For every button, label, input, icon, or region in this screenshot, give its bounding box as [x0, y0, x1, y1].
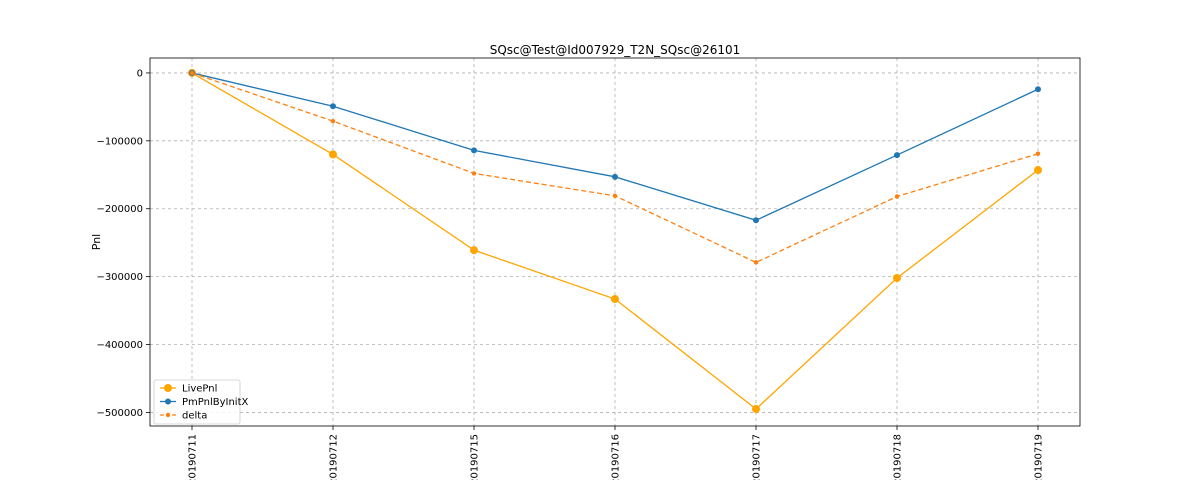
data-point — [189, 70, 195, 76]
y-tick-label: −200000 — [96, 204, 143, 215]
grid-lines — [150, 58, 1080, 426]
data-point — [753, 260, 759, 265]
y-tick-label: −400000 — [96, 340, 143, 351]
x-tick-label: 20190718 — [893, 434, 904, 480]
data-point — [893, 273, 901, 282]
series-pmpnlbyinitx — [189, 69, 1041, 224]
data-point — [611, 295, 619, 304]
legend: LivePnl PmPnlByInitX delta — [153, 379, 249, 425]
y-axis: 0 −100000 −200000 −300000 −400000 −500000 — [96, 68, 150, 419]
x-tick-label: 20190711 — [188, 434, 199, 480]
data-point — [1034, 166, 1042, 175]
legend-marker — [164, 384, 172, 392]
legend-marker — [165, 412, 171, 418]
data-point — [330, 103, 336, 110]
data-point — [612, 193, 618, 199]
y-tick-label: −100000 — [96, 136, 143, 147]
data-point — [894, 152, 900, 159]
data-point — [470, 246, 478, 255]
legend-label: delta — [182, 411, 207, 422]
y-tick-label: 0 — [137, 68, 143, 79]
legend-entry: LivePnl — [160, 384, 217, 395]
y-tick-label: −300000 — [96, 272, 143, 283]
data-point — [330, 118, 336, 124]
data-point — [471, 171, 477, 176]
data-point — [753, 217, 759, 224]
x-tick-label: 20190719 — [1034, 434, 1045, 480]
y-axis-label: Pnl — [90, 234, 103, 250]
x-tick-label: 20190715 — [470, 434, 481, 480]
legend-entry: PmPnlByInitX — [160, 397, 249, 408]
data-point — [894, 194, 900, 199]
series-layer — [188, 68, 1042, 414]
legend-label: LivePnl — [182, 384, 217, 395]
x-tick-label: 20190716 — [611, 434, 622, 480]
chart-title: SQsc@Test@Id007929_T2N_SQsc@26101 — [490, 43, 741, 57]
data-point — [329, 150, 337, 159]
legend-box — [153, 379, 241, 425]
series-delta — [189, 70, 1041, 265]
data-point — [752, 405, 760, 414]
legend-marker — [165, 398, 171, 405]
x-tick-label: 20190712 — [329, 434, 340, 480]
data-point — [471, 147, 477, 154]
data-point — [612, 173, 618, 180]
x-tick-label: 20190717 — [752, 434, 763, 480]
data-point — [1035, 86, 1041, 93]
legend-entry: delta — [160, 411, 207, 422]
data-point — [1035, 151, 1041, 156]
y-tick-label: −500000 — [96, 408, 143, 419]
legend-label: PmPnlByInitX — [182, 397, 249, 408]
x-axis: 20190711 20190712 20190715 20190716 20190717… — [188, 426, 1045, 480]
